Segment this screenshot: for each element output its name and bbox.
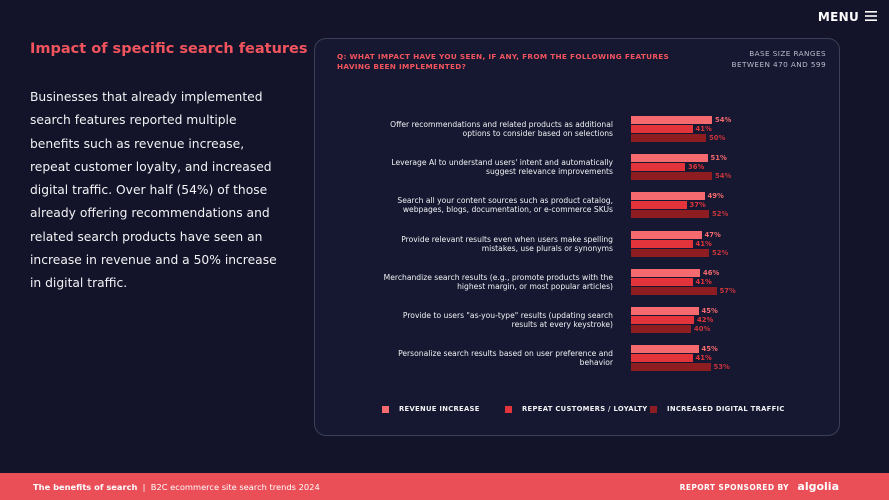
bar	[631, 116, 712, 124]
category-label: Provide relevant results even when users…	[401, 234, 613, 253]
value-label: 46%	[703, 268, 720, 277]
sponsor-logo[interactable]: algolia	[797, 480, 839, 493]
legend-label: INCREASED DIGITAL TRAFFIC	[667, 405, 785, 413]
menu-icon[interactable]	[865, 11, 877, 21]
category-label: Merchandize search results (e.g., promot…	[383, 272, 613, 291]
value-label: 53%	[713, 363, 730, 372]
legend-label: REPEAT CUSTOMERS / LOYALTY	[522, 405, 648, 413]
value-label: 36%	[688, 163, 705, 172]
report-subtitle: B2C ecommerce site search trends 2024	[150, 482, 320, 492]
value-label: 52%	[712, 248, 729, 257]
menu-button[interactable]: MENU	[817, 10, 859, 24]
value-label: 41%	[695, 277, 712, 286]
bar	[631, 325, 691, 333]
bar	[631, 210, 709, 219]
footer-text: The benefits of search | B2C ecommerce s…	[33, 482, 320, 492]
category-label: Provide to users "as-you-type" results (…	[402, 311, 613, 329]
sponsor-text: REPORT SPONSORED BY	[679, 483, 789, 492]
legend-swatch	[650, 406, 657, 413]
bar	[631, 286, 717, 295]
category-label: Personalize search results based on user…	[398, 349, 613, 368]
footer-bar	[0, 473, 889, 500]
bar	[631, 172, 712, 181]
report-name: The benefits of search	[33, 482, 138, 492]
value-label: 41%	[695, 239, 712, 248]
bar	[631, 201, 687, 210]
bar	[631, 248, 709, 257]
value-label: 54%	[715, 172, 732, 181]
value-label: 42%	[697, 316, 714, 324]
bar	[631, 230, 702, 239]
value-label: 50%	[709, 134, 726, 142]
value-label: 49%	[707, 192, 724, 201]
body-text: Businesses that already implemented sear…	[30, 90, 277, 291]
bar	[631, 277, 693, 286]
bar	[631, 163, 685, 172]
value-label: 40%	[694, 325, 711, 333]
chart-title: Q: WHAT IMPACT HAVE YOU SEEN, IF ANY, FR…	[337, 52, 670, 71]
bar	[631, 345, 699, 354]
bar	[631, 239, 693, 248]
value-label: 41%	[695, 354, 712, 363]
value-label: 51%	[710, 154, 727, 163]
value-label: 57%	[719, 286, 736, 295]
bar	[631, 354, 693, 363]
legend-label: REVENUE INCREASE	[399, 405, 480, 413]
bar	[631, 316, 694, 324]
bar	[631, 268, 700, 277]
legend-swatch	[505, 406, 512, 413]
value-label: 45%	[701, 345, 718, 354]
category-label: Search all your content sources such as …	[397, 196, 613, 215]
value-label: 45%	[701, 307, 718, 315]
value-label: 41%	[695, 125, 712, 133]
chart-subtitle: BASE SIZE RANGES BETWEEN 470 AND 599	[731, 49, 826, 69]
bar	[631, 154, 708, 163]
bar	[631, 125, 693, 133]
category-label: Offer recommendations and related produc…	[390, 120, 613, 138]
bar	[631, 134, 706, 142]
value-label: 37%	[689, 201, 706, 210]
chart-card	[314, 38, 840, 436]
value-label: 52%	[712, 210, 729, 219]
bar	[631, 307, 699, 315]
value-label: 47%	[704, 230, 721, 239]
category-label: Leverage AI to understand users' intent …	[391, 158, 613, 177]
bar	[631, 363, 711, 372]
bar	[631, 192, 705, 201]
value-label: 54%	[715, 116, 732, 124]
legend-swatch	[382, 406, 389, 413]
section-title: Impact of specific search features	[30, 41, 308, 57]
